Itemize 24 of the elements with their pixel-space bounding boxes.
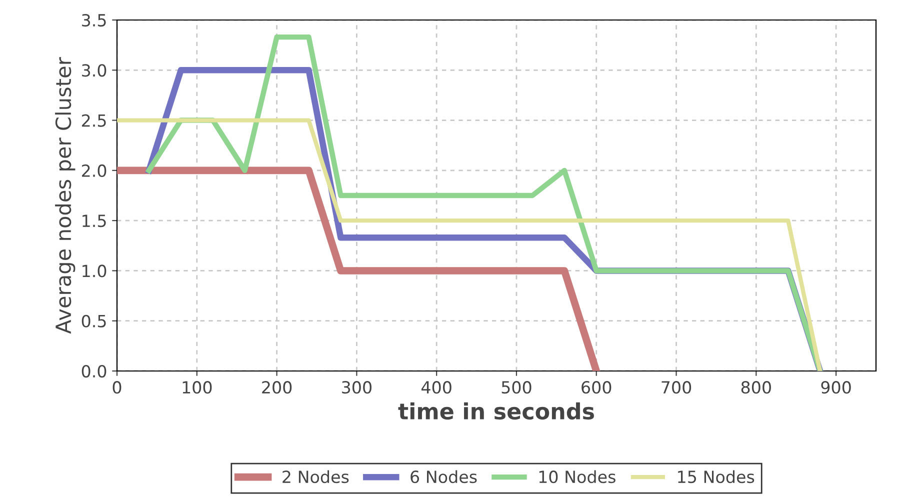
legend-label: 15 Nodes bbox=[678, 470, 754, 484]
x-tick-label: 100 bbox=[182, 381, 212, 394]
y-tick-label: 3.0 bbox=[82, 64, 106, 77]
y-tick-label: 0.0 bbox=[82, 364, 106, 378]
x-tick-label: 0 bbox=[112, 381, 122, 394]
x-tick-label: 400 bbox=[421, 381, 452, 394]
y-tick-label: 2.5 bbox=[82, 114, 106, 127]
legend-label: 2 Nodes bbox=[282, 470, 349, 484]
y-tick-label: 1.5 bbox=[82, 214, 106, 228]
x-tick-label: 300 bbox=[342, 381, 372, 394]
x-tick-label: 200 bbox=[262, 381, 292, 394]
x-tick-label: 500 bbox=[502, 381, 532, 394]
y-tick-label: 3.5 bbox=[82, 14, 106, 27]
x-axis-title: time in seconds bbox=[398, 402, 594, 420]
y-tick-label: 2.0 bbox=[82, 164, 106, 177]
x-tick-label: 900 bbox=[821, 381, 851, 394]
legend-label: 6 Nodes bbox=[410, 470, 477, 484]
x-tick-label: 700 bbox=[662, 381, 692, 394]
x-tick-label: 800 bbox=[741, 381, 771, 394]
legend-label: 10 Nodes bbox=[539, 470, 616, 484]
y-tick-label: 1.0 bbox=[82, 264, 106, 278]
y-tick-label: 0.5 bbox=[82, 314, 106, 328]
x-tick-label: 600 bbox=[582, 381, 612, 394]
y-axis-title: Average nodes per Cluster bbox=[55, 57, 76, 334]
